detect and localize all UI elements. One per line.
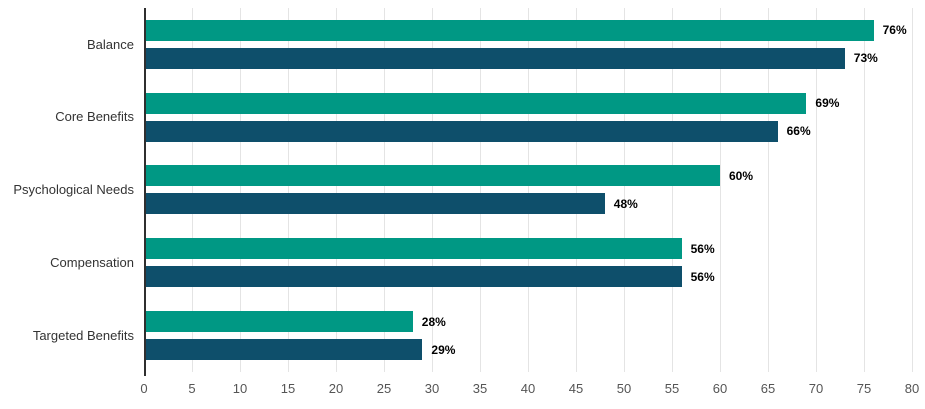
series-navy-bar: [144, 120, 778, 142]
x-tick-label-0: 0: [140, 381, 148, 396]
gridline-15: [288, 8, 289, 372]
gridline-20: [336, 8, 337, 372]
x-tick-label-30: 30: [424, 381, 440, 396]
gridline-75: [864, 8, 865, 372]
value-label: 66%: [786, 124, 811, 139]
plot-area: 76% 73% 69% 66% 60% 48% 56% 56% 28% 29%: [144, 8, 913, 372]
gridline-55: [672, 8, 673, 372]
bar-group: 56% 56%: [144, 226, 912, 299]
bar-group: 60% 48%: [144, 154, 912, 227]
category-label: Compensation: [50, 254, 134, 270]
gridline-25: [384, 8, 385, 372]
gridline-45: [576, 8, 577, 372]
bar-rows: 76% 73% 69% 66% 60% 48% 56% 56% 28% 29%: [144, 8, 912, 372]
value-label: 60%: [729, 168, 754, 183]
x-axis-tick-labels: 0 5 10 15 20 25 30 35 40 45 50 55 60 65 70 75 80: [140, 381, 919, 401]
category-label: Psychological Needs: [13, 182, 134, 198]
series-teal-bar: [144, 238, 682, 260]
category-label: Targeted Benefits: [32, 327, 134, 343]
bar-group: 69% 66%: [144, 81, 912, 154]
value-label: 29%: [431, 342, 456, 357]
bar-line: 76%: [144, 19, 912, 41]
gridline-80: [912, 8, 913, 372]
bar-line: 69%: [144, 92, 912, 114]
x-tick-label-75: 75: [856, 381, 872, 396]
bar-line: 73%: [144, 47, 912, 69]
value-label: 73%: [853, 51, 878, 66]
x-tick-label-15: 15: [280, 381, 296, 396]
x-tick-label-55: 55: [664, 381, 680, 396]
x-tick-label-60: 60: [712, 381, 728, 396]
x-tick-label-25: 25: [376, 381, 392, 396]
value-label: 56%: [690, 269, 715, 284]
gridline-70: [816, 8, 817, 372]
series-navy-bar: [144, 266, 682, 288]
series-navy-bar: [144, 193, 605, 215]
bar-line: 60%: [144, 165, 912, 187]
x-tick-label-40: 40: [520, 381, 536, 396]
gridline-65: [768, 8, 769, 372]
value-label: 76%: [882, 23, 907, 38]
category-label: Core Benefits: [55, 109, 134, 125]
x-tick-label-70: 70: [808, 381, 824, 396]
gridline-5: [192, 8, 193, 372]
gridline-10: [240, 8, 241, 372]
gridline-50: [624, 8, 625, 372]
series-teal-bar: [144, 92, 807, 114]
bar-line: 48%: [144, 193, 912, 215]
gridline-30: [432, 8, 433, 372]
bar-group: 76% 73%: [144, 8, 912, 81]
series-teal-bar: [144, 19, 874, 41]
series-teal-bar: [144, 165, 720, 187]
bar-line: 29%: [144, 339, 912, 361]
x-tick-label-35: 35: [472, 381, 488, 396]
series-teal-bar: [144, 311, 413, 333]
series-navy-bar: [144, 339, 423, 361]
value-label: 28%: [421, 314, 446, 329]
gridline-40: [528, 8, 529, 372]
gridline-35: [480, 8, 481, 372]
bar-line: 66%: [144, 120, 912, 142]
value-label: 56%: [690, 241, 715, 256]
x-tick-label-80: 80: [904, 381, 920, 396]
bar-group: 28% 29%: [144, 299, 912, 372]
value-label: 69%: [815, 96, 840, 111]
x-tick-label-5: 5: [188, 381, 196, 396]
x-tick-label-50: 50: [616, 381, 632, 396]
x-tick-label-65: 65: [760, 381, 776, 396]
category-label: Balance: [87, 36, 134, 52]
bar-line: 56%: [144, 266, 912, 288]
category-axis-labels: Balance Core Benefits Psychological Needs C…: [0, 8, 134, 372]
value-label: 48%: [613, 196, 638, 211]
gridline-60: [720, 8, 721, 372]
bar-line: 28%: [144, 311, 912, 333]
x-tick-label-20: 20: [328, 381, 344, 396]
y-axis-line: [144, 8, 146, 376]
bar-line: 56%: [144, 238, 912, 260]
x-tick-label-10: 10: [232, 381, 248, 396]
series-navy-bar: [144, 47, 845, 69]
x-tick-label-45: 45: [568, 381, 584, 396]
